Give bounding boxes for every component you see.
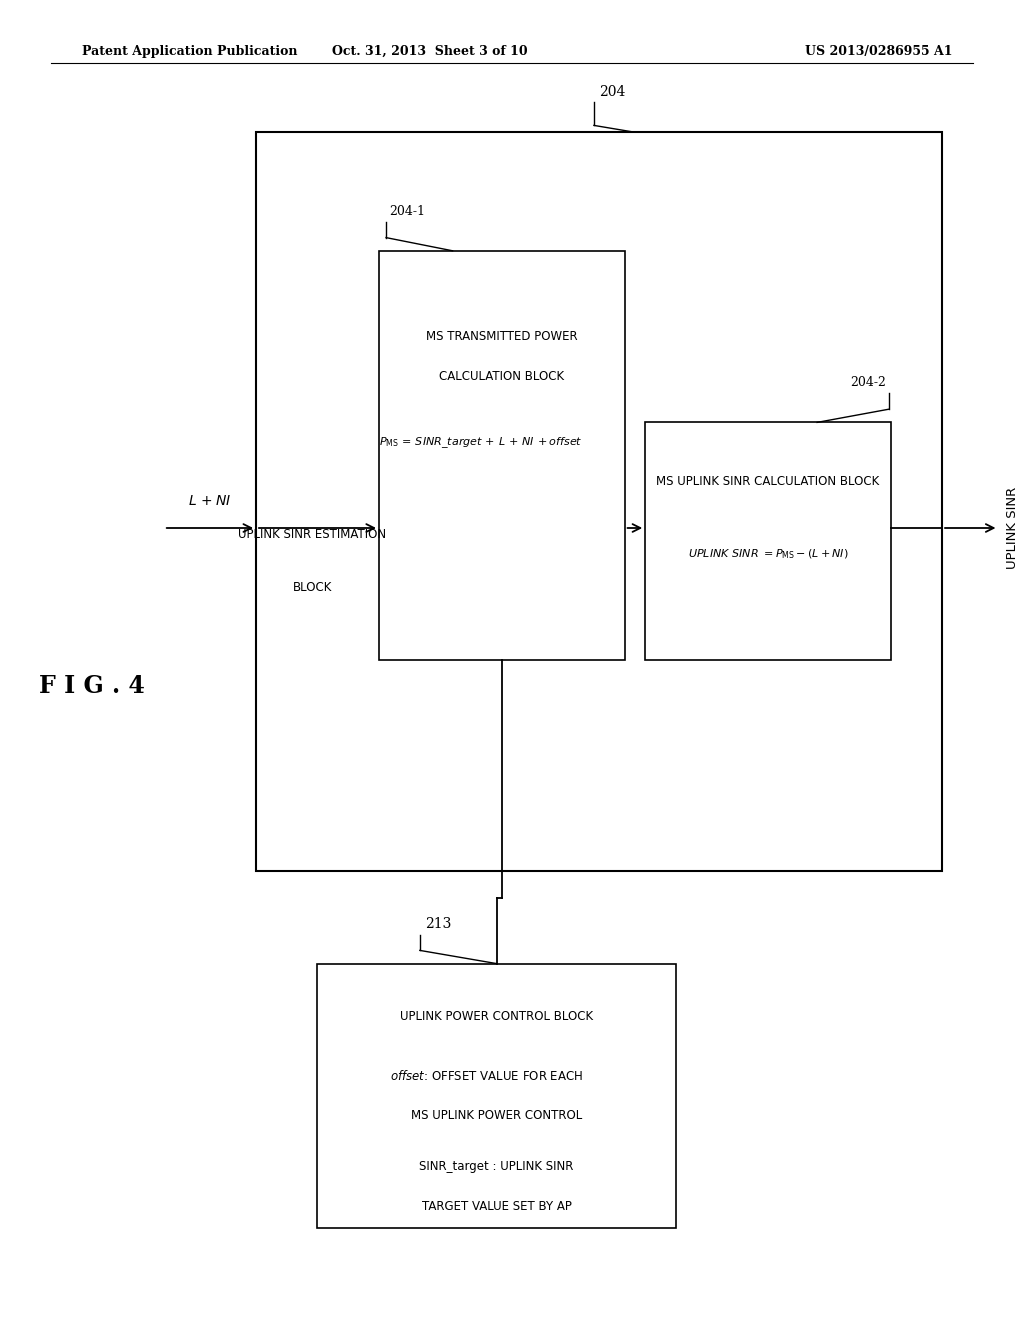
Text: 204-1: 204-1 [389, 205, 425, 218]
Text: 204: 204 [599, 84, 626, 99]
Text: $P_{\rm MS}$$\,=\,$SINR_target$\,+\,L\,+\,NI\,+$$offset$: $P_{\rm MS}$$\,=\,$SINR_target$\,+\,L\,+… [380, 434, 583, 450]
Text: TARGET VALUE SET BY AP: TARGET VALUE SET BY AP [422, 1200, 571, 1213]
Text: 204-2: 204-2 [850, 376, 886, 389]
Text: SINR_target : UPLINK SINR: SINR_target : UPLINK SINR [420, 1160, 573, 1173]
Text: F I G . 4: F I G . 4 [39, 675, 145, 698]
Bar [317, 964, 676, 1228]
Text: UPLINK SINR ESTIMATION: UPLINK SINR ESTIMATION [239, 528, 386, 541]
Text: US 2013/0286955 A1: US 2013/0286955 A1 [805, 45, 952, 58]
Text: MS TRANSMITTED POWER: MS TRANSMITTED POWER [426, 330, 578, 343]
Text: BLOCK: BLOCK [293, 581, 332, 594]
Text: $L\,+NI$: $L\,+NI$ [188, 494, 231, 508]
Text: CALCULATION BLOCK: CALCULATION BLOCK [439, 370, 564, 383]
Text: 213: 213 [425, 916, 452, 931]
Text: Patent Application Publication: Patent Application Publication [82, 45, 297, 58]
Text: $offset$: OFFSET VALUE FOR EACH: $offset$: OFFSET VALUE FOR EACH [390, 1069, 583, 1082]
Text: UPLINK SINR $= P_{\rm MS} - (L + NI)$: UPLINK SINR $= P_{\rm MS} - (L + NI)$ [688, 548, 848, 561]
Text: MS UPLINK POWER CONTROL: MS UPLINK POWER CONTROL [411, 1109, 583, 1122]
Bar [645, 422, 891, 660]
Text: MS UPLINK SINR CALCULATION BLOCK: MS UPLINK SINR CALCULATION BLOCK [656, 475, 880, 488]
Text: UPLINK POWER CONTROL BLOCK: UPLINK POWER CONTROL BLOCK [400, 1010, 593, 1023]
Text: Oct. 31, 2013  Sheet 3 of 10: Oct. 31, 2013 Sheet 3 of 10 [332, 45, 528, 58]
Bar [256, 132, 942, 871]
Bar [379, 251, 625, 660]
Text: UPLINK SINR: UPLINK SINR [1006, 487, 1019, 569]
